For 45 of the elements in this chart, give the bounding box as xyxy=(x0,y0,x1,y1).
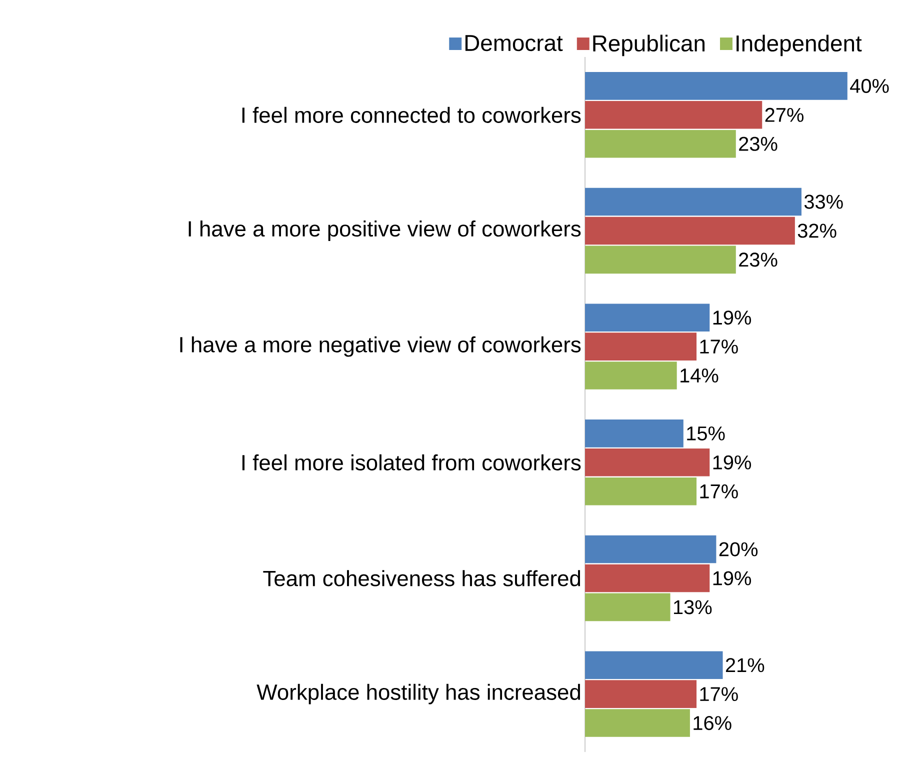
legend-label: Democrat xyxy=(465,35,563,52)
data-label: 27% xyxy=(765,108,804,122)
data-label: 16% xyxy=(694,716,732,730)
bar xyxy=(585,101,762,129)
bar xyxy=(585,535,716,564)
y-tick-label: I have a more positive view of coworkers xyxy=(188,220,581,241)
data-label: 21% xyxy=(726,658,764,672)
data-label: 17% xyxy=(700,484,738,498)
bar xyxy=(585,651,723,680)
bar xyxy=(585,332,697,360)
bar xyxy=(585,130,736,158)
data-label: 23% xyxy=(739,136,778,151)
data-label: 14% xyxy=(680,368,718,382)
bar xyxy=(585,593,670,622)
y-tick-label: I have a more negative view of coworkers xyxy=(180,336,581,357)
data-label: 23% xyxy=(739,252,778,267)
data-label: 17% xyxy=(700,687,738,702)
bar xyxy=(585,680,697,708)
bar xyxy=(585,564,710,592)
bar xyxy=(585,420,684,448)
y-tick-label: I feel more isolated from coworkers xyxy=(242,454,581,470)
data-label: 32% xyxy=(798,224,836,238)
legend-label: Republican xyxy=(593,34,705,56)
bar xyxy=(585,216,795,245)
data-label: 19% xyxy=(713,310,751,325)
legend-label: Independent xyxy=(736,34,862,56)
bar xyxy=(585,362,677,390)
y-tick-label: Workplace hostility has increased xyxy=(256,684,580,704)
y-tick-label: I feel more connected to coworkers xyxy=(242,106,581,123)
data-label: 19% xyxy=(713,571,751,586)
bar xyxy=(585,188,802,216)
data-label: 15% xyxy=(687,426,725,440)
data-label: 33% xyxy=(804,194,843,209)
bar xyxy=(585,477,697,506)
data-label: 19% xyxy=(713,455,751,470)
bar xyxy=(585,246,736,274)
data-label: 40% xyxy=(850,78,889,93)
bar xyxy=(585,709,690,737)
data-label: 17% xyxy=(700,340,738,354)
y-tick-label: Team cohesiveness has suffered xyxy=(263,570,580,586)
data-label: 20% xyxy=(719,542,758,556)
bar xyxy=(585,448,710,476)
bar xyxy=(585,72,848,100)
data-label: 13% xyxy=(674,600,712,614)
bar xyxy=(585,304,710,332)
